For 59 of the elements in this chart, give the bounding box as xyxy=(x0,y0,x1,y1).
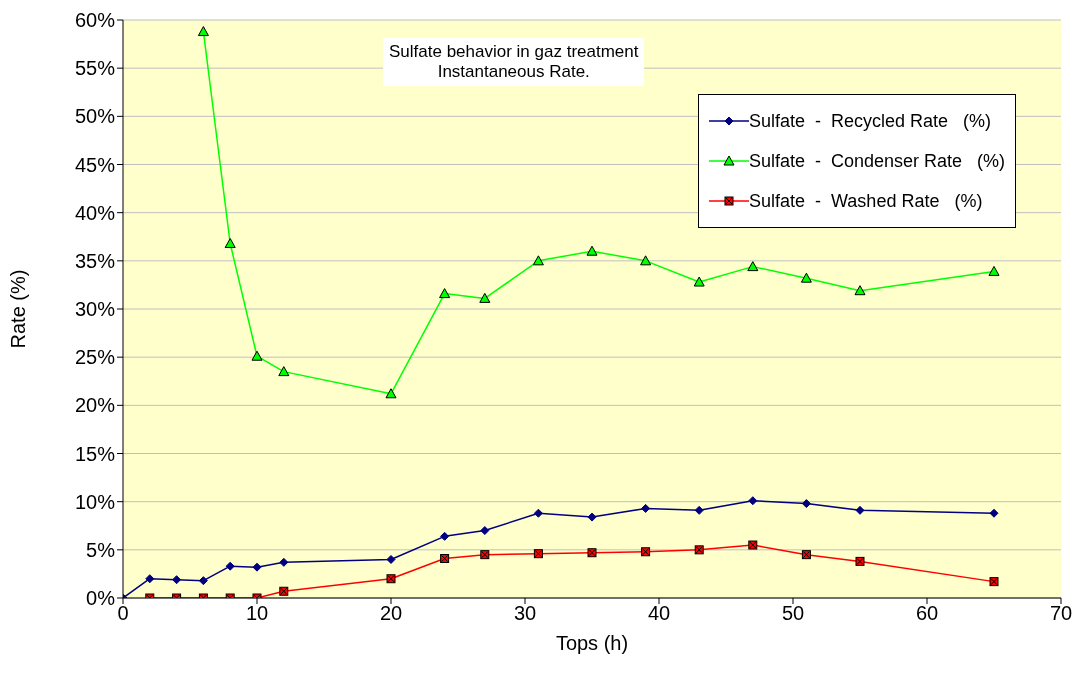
point xyxy=(278,366,290,377)
point xyxy=(854,285,866,296)
point xyxy=(989,508,999,518)
x-tick-label: 10 xyxy=(245,602,269,625)
point xyxy=(225,561,235,571)
y-tick-label: 20% xyxy=(74,394,116,417)
point xyxy=(279,557,289,567)
point xyxy=(386,554,396,564)
legend-label: Sulfate - Washed Rate (%) xyxy=(749,190,983,212)
point xyxy=(533,508,543,518)
point xyxy=(172,575,182,585)
y-tick-label: 55% xyxy=(74,57,116,80)
y-tick-label: 50% xyxy=(74,105,116,128)
point xyxy=(224,237,236,248)
x-tick-label: 50 xyxy=(781,602,805,625)
text: Sulfate behavior in gaz treatment Instantaneous Rate. xyxy=(383,38,645,86)
y-tick-label: 35% xyxy=(74,249,116,272)
point xyxy=(640,255,652,266)
x-tick-label: 20 xyxy=(379,602,403,625)
y-tick-label: 25% xyxy=(74,346,116,369)
point xyxy=(855,505,865,515)
x-tick-label: 70 xyxy=(1049,602,1073,625)
point xyxy=(439,288,451,299)
point xyxy=(479,292,491,303)
point xyxy=(800,272,812,283)
y-tick-label: 40% xyxy=(74,201,116,224)
point xyxy=(747,261,759,272)
point xyxy=(694,505,704,515)
y-tick-label: 10% xyxy=(74,490,116,513)
point xyxy=(198,576,208,586)
x-tick-label: 60 xyxy=(915,602,939,625)
point xyxy=(532,255,544,266)
point xyxy=(440,531,450,541)
y-tick-label: 45% xyxy=(74,153,116,176)
x-axis-title: Tops (h) xyxy=(555,632,629,654)
y-tick-label: 0% xyxy=(86,587,116,610)
y-axis-title: Rate (%) xyxy=(7,269,30,349)
point xyxy=(197,26,209,37)
y-tick-label: 5% xyxy=(86,538,116,561)
point xyxy=(801,499,811,509)
x-tick-label: 0 xyxy=(117,602,129,625)
point xyxy=(251,350,263,361)
y-tick-label: 15% xyxy=(74,442,116,465)
point xyxy=(480,526,490,536)
point xyxy=(385,388,397,399)
point xyxy=(587,512,597,522)
point xyxy=(693,276,705,287)
point xyxy=(641,503,651,513)
point xyxy=(988,265,1000,276)
point xyxy=(145,574,155,584)
y-tick-label: 30% xyxy=(74,298,116,321)
legend-label: Sulfate - Recycled Rate (%) xyxy=(749,110,992,132)
point xyxy=(748,496,758,506)
point xyxy=(252,562,262,572)
legend-label: Sulfate - Condenser Rate (%) xyxy=(749,150,1006,172)
x-tick-label: 30 xyxy=(513,602,537,625)
y-tick-label: 60% xyxy=(74,9,116,32)
x-tick-label: 40 xyxy=(647,602,671,625)
point xyxy=(586,245,598,256)
